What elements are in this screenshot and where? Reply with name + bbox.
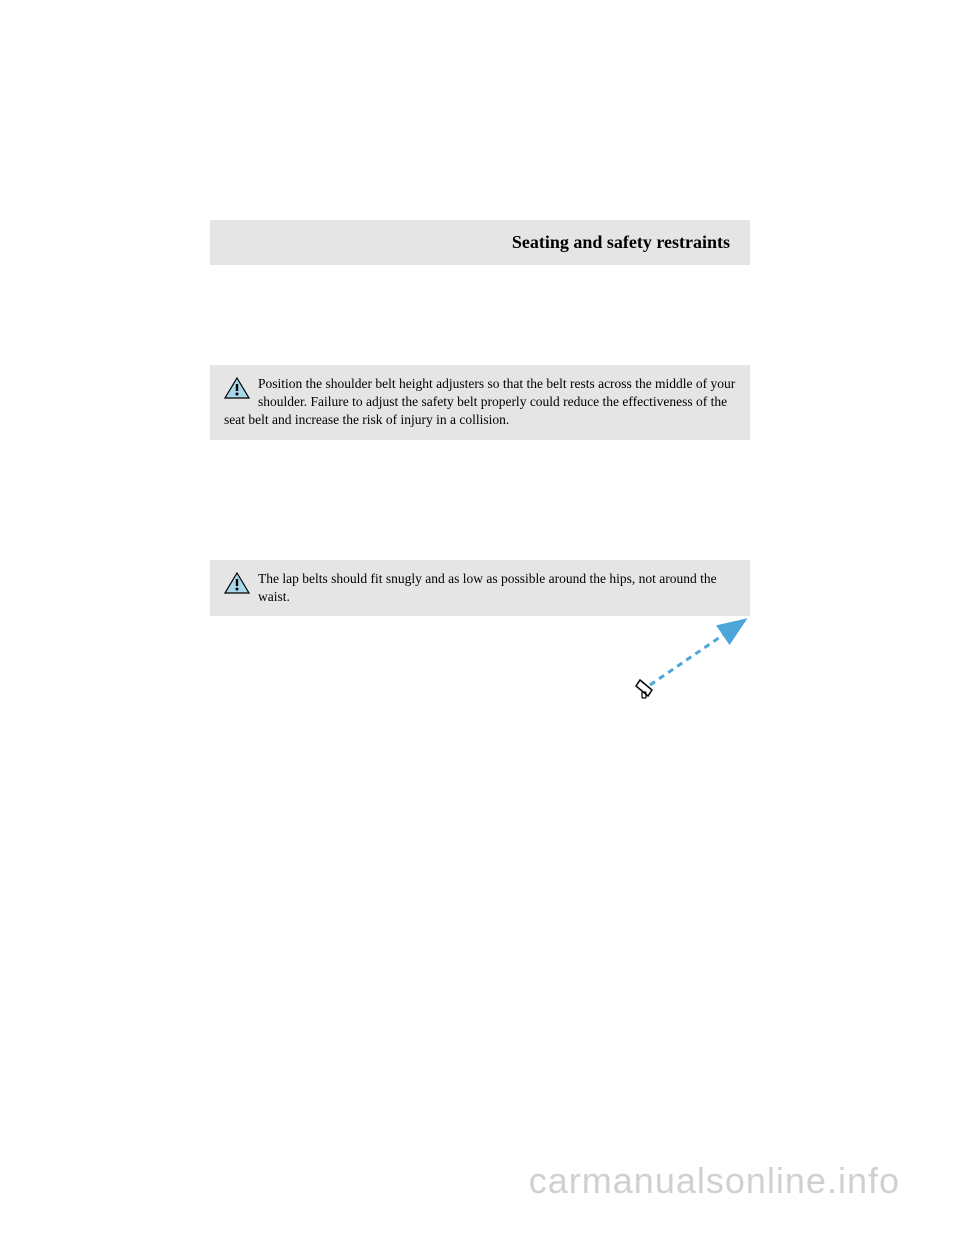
warning-text-1: Position the shoulder belt height adjust… xyxy=(224,375,736,430)
content-spacer xyxy=(210,480,750,560)
section-header: Seating and safety restraints xyxy=(210,220,750,265)
warning-box-2: The lap belts should fit snugly and as l… xyxy=(210,560,750,616)
warning-text-2: The lap belts should fit snugly and as l… xyxy=(224,570,736,606)
watermark-text: carmanualsonline.info xyxy=(529,1160,900,1202)
warning-icon xyxy=(224,377,250,399)
warning-box-1: Position the shoulder belt height adjust… xyxy=(210,365,750,440)
section-title: Seating and safety restraints xyxy=(512,232,730,252)
warning-icon xyxy=(224,572,250,594)
belt-arrow-diagram xyxy=(630,610,760,705)
page-content: Seating and safety restraints Position t… xyxy=(0,0,960,616)
